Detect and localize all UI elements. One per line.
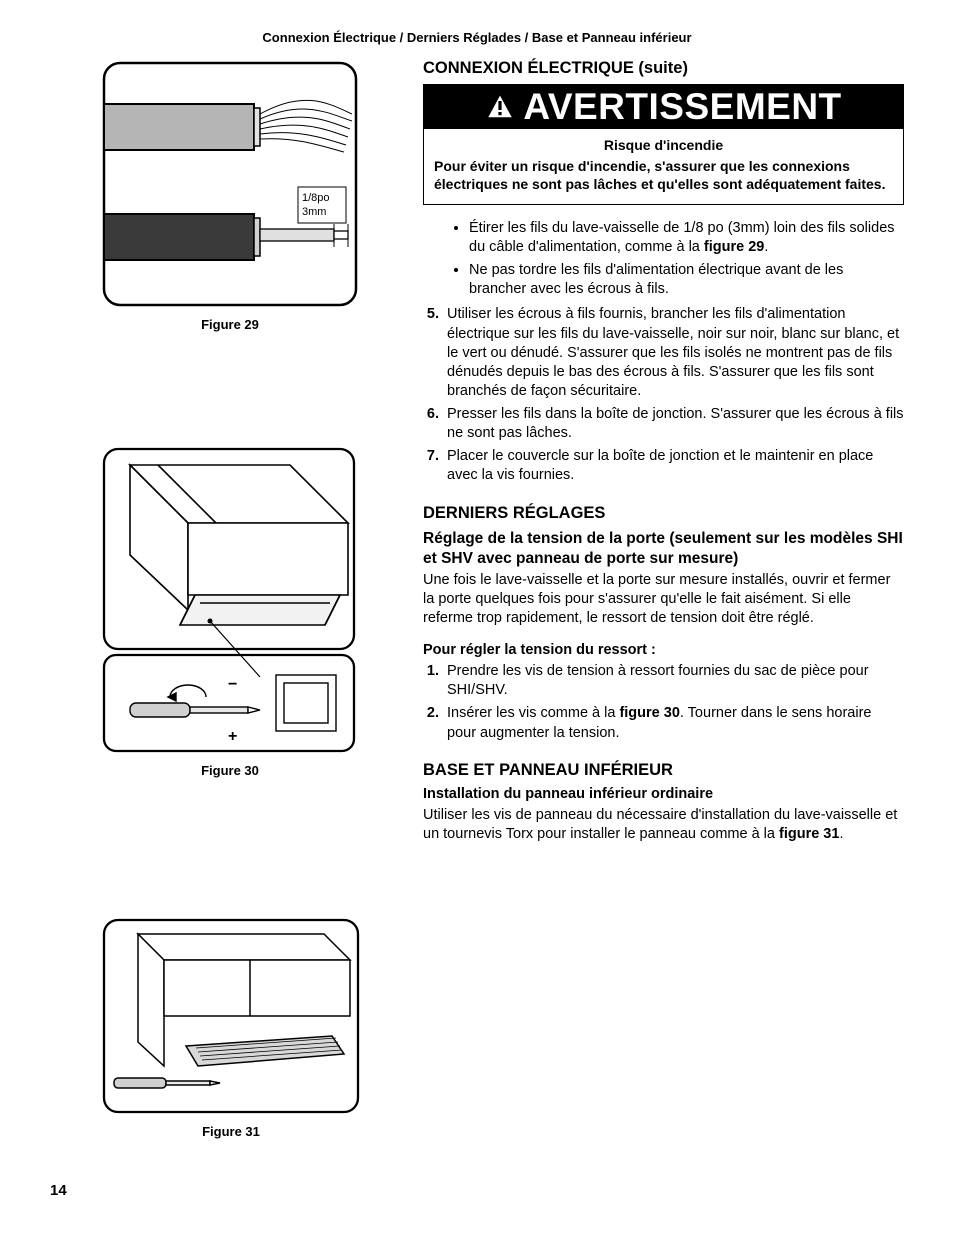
para-door-tension: Une fois le lave-vaisselle et la porte s… — [423, 571, 904, 628]
step-6: Presser les fils dans la boîte de joncti… — [443, 405, 904, 443]
steps-5-7: Utiliser les écrous à fils fournis, bran… — [423, 305, 904, 485]
bullet-2: Ne pas tordre les fils d'alimentation él… — [469, 261, 904, 299]
page-number: 14 — [50, 1182, 67, 1199]
subhead-toekick: Installation du panneau inférieur ordina… — [423, 786, 904, 802]
warning-banner: AVERTISSEMENT — [423, 84, 904, 128]
subhead-door-tension: Réglage de la tension de la porte (seule… — [423, 529, 904, 569]
bullet-1: Étirer les fils du lave-vaisselle de 1/8… — [469, 219, 904, 257]
right-column: CONNEXION ÉLECTRIQUE (suite) AVERTISSEME… — [423, 59, 904, 1147]
para-toekick: Utiliser les vis de panneau du nécessair… — [423, 806, 904, 844]
heading-base: BASE ET PANNEAU INFÉRIEUR — [423, 761, 904, 780]
steps-spring: Prendre les vis de tension à ressort fou… — [423, 662, 904, 743]
figure-31-caption: Figure 31 — [100, 1124, 362, 1139]
spring-step-2: Insérer les vis comme à la figure 30. To… — [443, 704, 904, 742]
warning-box: Risque d'incendie Pour éviter un risque … — [423, 128, 904, 205]
figure-30-illustration: + − — [100, 445, 358, 755]
svg-text:+: + — [228, 728, 237, 745]
bullet-1-text-c: . — [764, 239, 768, 255]
warning-word: AVERTISSEMENT — [523, 88, 841, 125]
page: Connexion Électrique / Derniers Réglades… — [0, 0, 954, 1235]
figure-29-illustration: 1/8po 3mm — [100, 59, 360, 309]
svg-text:1/8po: 1/8po — [302, 192, 330, 204]
para-toekick-figref: figure 31 — [779, 826, 839, 842]
para-toekick-c: . — [839, 826, 843, 842]
bullet-1-figref: figure 29 — [704, 239, 764, 255]
bullet-list: Étirer les fils du lave-vaisselle de 1/8… — [423, 219, 904, 300]
left-column: 1/8po 3mm Figure 29 — [50, 59, 395, 1147]
svg-text:3mm: 3mm — [302, 206, 326, 218]
figure-29-caption: Figure 29 — [100, 317, 360, 332]
spring-step-1: Prendre les vis de tension à ressort fou… — [443, 662, 904, 700]
bullet-1-text-a: Étirer les fils du lave-vaisselle de 1/8… — [469, 220, 895, 255]
heading-derniers: DERNIERS RÉGLAGES — [423, 504, 904, 523]
step-5: Utiliser les écrous à fils fournis, bran… — [443, 305, 904, 401]
figure-31-illustration — [100, 916, 362, 1116]
figure-30: + − Figure 30 — [100, 445, 360, 786]
figure-31: Figure 31 — [100, 916, 362, 1147]
svg-text:−: − — [228, 676, 237, 693]
spring-step-2-figref: figure 30 — [619, 705, 679, 721]
running-head: Connexion Électrique / Derniers Réglades… — [50, 30, 904, 45]
warning-subtitle: Risque d'incendie — [434, 137, 893, 153]
content-columns: 1/8po 3mm Figure 29 — [50, 59, 904, 1147]
warning-text: Pour éviter un risque d'incendie, s'assu… — [434, 157, 893, 194]
spring-step-2-a: Insérer les vis comme à la — [447, 705, 619, 721]
subhead-spring: Pour régler la tension du ressort : — [423, 642, 904, 658]
figure-30-caption: Figure 30 — [100, 763, 360, 778]
step-7: Placer le couvercle sur la boîte de jonc… — [443, 447, 904, 485]
warning-triangle-icon — [485, 92, 515, 120]
figure-29: 1/8po 3mm Figure 29 — [100, 59, 360, 340]
heading-connexion: CONNEXION ÉLECTRIQUE (suite) — [423, 59, 904, 78]
